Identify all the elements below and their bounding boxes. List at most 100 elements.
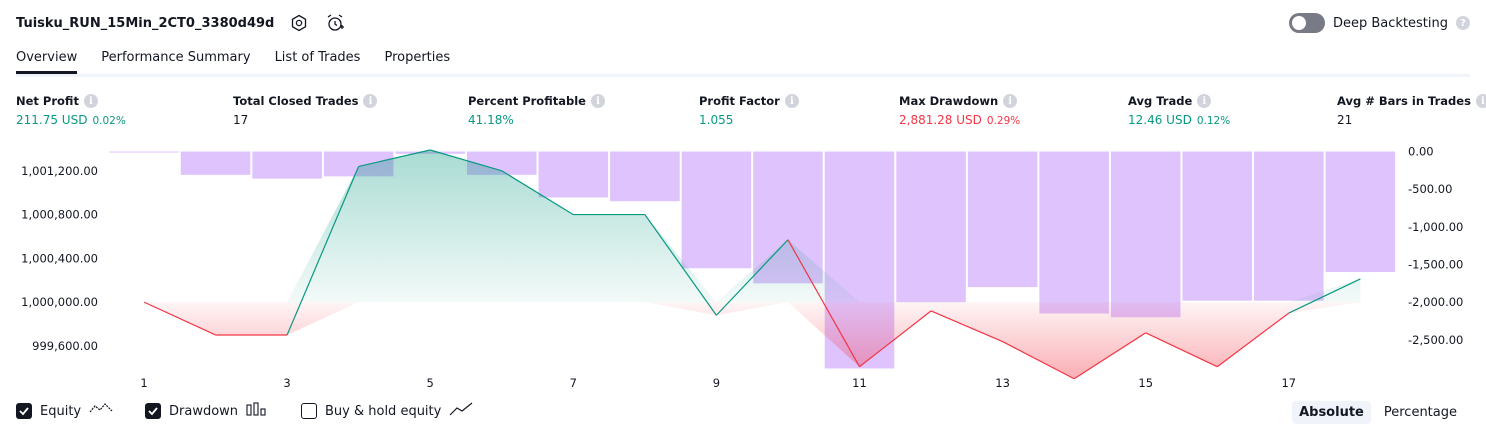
equity-line-segment (644, 214, 717, 316)
tab-overview[interactable]: Overview (16, 48, 78, 74)
legend-drawdown[interactable]: Drawdown (145, 402, 268, 420)
buy-hold-label: Buy & hold equity (325, 403, 442, 419)
drawdown-label: Drawdown (169, 403, 239, 419)
drawdown-bar (681, 151, 752, 269)
equity-line-segment (1002, 341, 1075, 380)
help-icon[interactable]: ? (1456, 16, 1470, 30)
metric-value: 211.75 USD (16, 113, 88, 127)
metric-avg-trade: Avg Trade i 12.46 USD 0.12% (1128, 94, 1230, 127)
left-axis-tick: 1,000,400.00 (21, 251, 98, 265)
equity-line-segment (1145, 332, 1218, 368)
metric-net-profit: Net Profit i 211.75 USD 0.02% (16, 94, 126, 127)
drawdown-bar (896, 151, 966, 303)
right-axis-tick: -1,000.00 (1408, 220, 1463, 234)
drawdown-checkbox[interactable] (145, 403, 161, 419)
metric-max-drawdown: Max Drawdown i 2,881.28 USD 0.29% (899, 94, 1020, 127)
drawdown-bar (967, 151, 1038, 288)
equity-area-negative (144, 302, 1361, 379)
tab-properties[interactable]: Properties (384, 50, 451, 65)
trend-line-icon (449, 402, 473, 420)
metric-percent: 0.29% (986, 115, 1021, 127)
equity-line-segment (430, 149, 502, 172)
right-axis-tick: -500.00 (1408, 182, 1452, 196)
metric-percent: 0.02% (92, 115, 126, 127)
drawdown-bar (252, 151, 322, 179)
deep-backtesting-label: Deep Backtesting (1332, 15, 1448, 31)
x-axis-tick: 9 (713, 376, 720, 390)
metric-label: Avg Trade (1128, 94, 1193, 108)
drawdown-bar (1110, 151, 1181, 318)
left-axis-tick: 1,000,800.00 (21, 208, 98, 222)
scale-toggle: Absolute Percentage (1292, 401, 1464, 424)
tab-performance-summary[interactable]: Performance Summary (101, 50, 251, 65)
strategy-header: Tuisku_RUN_15Min_2CT0_3380d49d (16, 12, 346, 34)
metric-value: 41.18% (468, 113, 514, 127)
strategy-title: Tuisku_RUN_15Min_2CT0_3380d49d (16, 15, 275, 31)
drawdown-bar (109, 151, 179, 153)
info-icon[interactable]: i (590, 94, 605, 108)
equity-line-segment (859, 310, 932, 368)
info-icon[interactable]: i (1003, 94, 1018, 108)
metric-percent-profitable: Percent Profitable i 41.18% (468, 94, 605, 127)
metric-total-closed-trades: Total Closed Trades i 17 (233, 94, 378, 127)
left-axis-tick: 1,000,000.00 (21, 295, 98, 309)
metric-label: Total Closed Trades (233, 94, 359, 108)
metric-label: Net Profit (16, 94, 79, 108)
metric-value: 21 (1337, 113, 1353, 127)
deep-backtesting: Deep Backtesting ? (1288, 13, 1470, 33)
legend-equity[interactable]: Equity (16, 402, 113, 420)
metric-label: Percent Profitable (468, 94, 586, 108)
info-icon[interactable]: i (1475, 94, 1486, 108)
absolute-button[interactable]: Absolute (1292, 401, 1371, 424)
metric-percent: 0.12% (1196, 115, 1231, 127)
x-axis-tick: 15 (1138, 376, 1153, 390)
metric-value: 2,881.28 USD (899, 113, 982, 127)
equity-label: Equity (40, 403, 82, 419)
info-icon[interactable]: i (363, 94, 378, 108)
percentage-button[interactable]: Percentage (1383, 405, 1457, 420)
metric-avg-bars: Avg # Bars in Trades i 21 (1337, 94, 1486, 127)
equity-checkbox[interactable] (16, 403, 32, 419)
equity-line-segment (501, 170, 574, 216)
right-axis-tick: -2,000.00 (1408, 295, 1463, 309)
equity-line-segment (1073, 332, 1147, 380)
right-axis-tick: -1,500.00 (1408, 258, 1463, 272)
equity-line-segment (358, 149, 431, 168)
buy-hold-checkbox[interactable] (301, 403, 317, 419)
metric-profit-factor: Profit Factor i 1.055 (699, 94, 799, 127)
equity-line-segment (930, 310, 1003, 343)
drawdown-bar (1254, 151, 1324, 301)
info-icon[interactable]: i (1197, 94, 1212, 108)
equity-line-segment (1216, 312, 1290, 368)
equity-line-icon (89, 402, 113, 420)
metric-label: Max Drawdown (899, 94, 999, 108)
metric-value: 1.055 (699, 113, 734, 127)
alarm-clock-add-icon[interactable] (324, 12, 346, 34)
settings-icon[interactable] (288, 12, 310, 34)
drawdown-bar (1182, 151, 1253, 301)
drawdown-bar (180, 151, 251, 175)
info-icon[interactable]: i (83, 94, 98, 108)
tab-list-of-trades[interactable]: List of Trades (274, 50, 361, 65)
x-axis-tick: 1 (140, 376, 147, 390)
metric-value: 12.46 USD (1128, 113, 1192, 127)
drawdown-bar (610, 151, 680, 202)
equity-drawdown-chart[interactable]: 1,001,200.00 1,000,800.00 1,000,400.00 1,00… (0, 140, 1486, 395)
legend-buy-hold[interactable]: Buy & hold equity (301, 402, 473, 420)
equity-line-segment (143, 301, 216, 336)
x-axis-tick: 11 (852, 376, 867, 390)
deep-backtesting-toggle[interactable] (1288, 13, 1325, 33)
drawdown-bar (1039, 151, 1109, 314)
info-icon[interactable]: i (784, 94, 799, 108)
left-axis-tick: 999,600.00 (32, 339, 98, 353)
equity-line-segment (1288, 278, 1361, 314)
x-axis-tick: 3 (283, 376, 290, 390)
equity-line-segment (787, 239, 861, 368)
x-axis-tick: 17 (1281, 376, 1296, 390)
right-axis-tick: -2,500.00 (1408, 333, 1463, 347)
equity-line-segment (715, 239, 789, 316)
metric-label: Avg # Bars in Trades (1337, 94, 1471, 108)
x-axis-tick: 13 (995, 376, 1010, 390)
x-axis-tick: 5 (427, 376, 434, 390)
drawdown-bar (1325, 151, 1396, 273)
